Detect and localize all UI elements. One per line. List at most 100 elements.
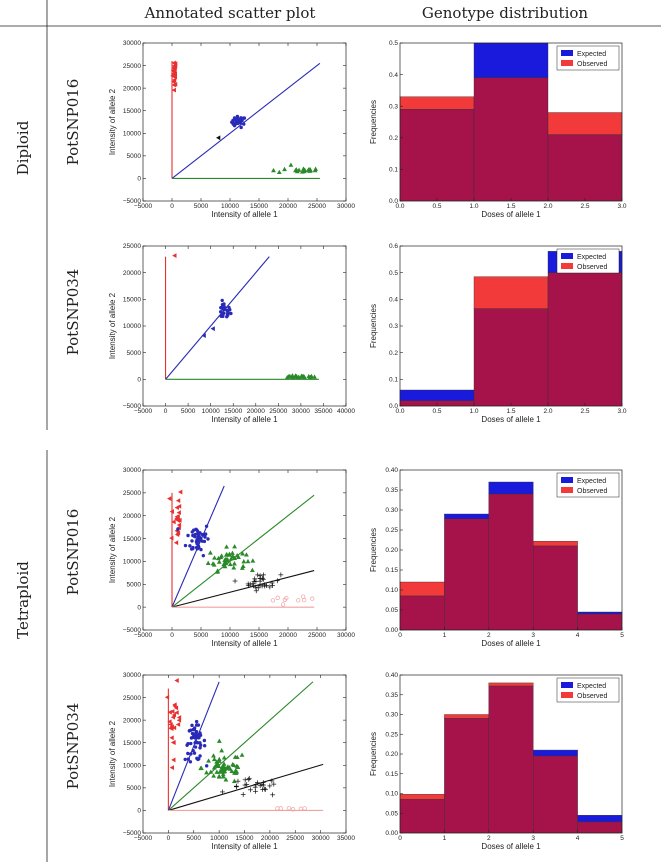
- data-point: [234, 121, 238, 126]
- data-point: [188, 544, 192, 548]
- data-point: [169, 765, 174, 771]
- expected-bar: [473, 42, 549, 78]
- fit-line: [171, 570, 315, 608]
- y-tick-label: 0.05: [385, 810, 398, 817]
- observed-bar: [547, 112, 623, 135]
- x-tick-label: 4: [576, 632, 580, 639]
- data-point: [194, 734, 199, 739]
- data-point: [221, 314, 225, 319]
- header-distribution: Genotype distribution: [422, 4, 589, 22]
- data-point: [171, 519, 176, 525]
- data-point: [242, 122, 246, 126]
- y-tick-label: 20000: [123, 270, 141, 277]
- data-point: [220, 764, 226, 769]
- data-point: [171, 82, 176, 88]
- plot-contents: [165, 253, 319, 380]
- x-axis-label: Intensity of allele 1: [211, 415, 278, 424]
- y-tick-label: 0.2: [389, 350, 398, 357]
- data-point: [198, 746, 202, 750]
- data-point: [169, 535, 174, 541]
- x-tick-label: 20000: [279, 203, 297, 210]
- data-point: [216, 555, 221, 561]
- data-point: [202, 744, 207, 748]
- data-point: [220, 774, 226, 779]
- data-point: [212, 555, 217, 560]
- data-point: [194, 731, 198, 736]
- overlap-bar: [473, 77, 549, 202]
- data-point: [176, 527, 180, 531]
- data-point: [172, 253, 177, 258]
- x-tick-label: 0: [164, 408, 168, 415]
- data-point: [183, 757, 187, 762]
- observed-bar: [488, 682, 534, 687]
- y-tick-label: 5000: [127, 581, 142, 588]
- data-point: [210, 326, 215, 332]
- plot-contents: [167, 485, 315, 608]
- overlap-bar: [399, 595, 445, 631]
- expected-bar: [577, 815, 623, 823]
- data-point: [186, 757, 191, 761]
- x-tick-label: −5000: [134, 835, 153, 842]
- overlap-bar: [488, 493, 534, 631]
- data-point: [186, 533, 190, 538]
- data-point: [201, 333, 206, 338]
- data-point: [170, 71, 176, 77]
- x-tick-label: 20000: [279, 632, 297, 639]
- data-point: [204, 764, 209, 768]
- y-tick-label: 0.15: [385, 567, 398, 574]
- histogram-panel-0: 0.0 0.5 1.0 1.5 2.0 2.5 3.0 0.0 0.1 0.2 0.3 0.4 0.5 D…: [369, 40, 627, 219]
- data-point: [197, 531, 201, 536]
- data-point: [216, 559, 222, 564]
- x-tick-label: 0: [398, 835, 402, 842]
- overlap-bar: [577, 821, 623, 834]
- data-point: [168, 725, 173, 731]
- plot-contents: [170, 60, 321, 179]
- y-tick-label: 20000: [123, 513, 141, 520]
- data-point: [286, 805, 292, 811]
- data-point: [211, 756, 217, 762]
- overlap-bar: [399, 799, 445, 834]
- y-tick-label: 0.2: [389, 135, 398, 142]
- y-tick-label: 10000: [123, 323, 141, 330]
- data-point: [282, 597, 287, 602]
- data-point: [172, 702, 177, 708]
- y-tick-label: 0.20: [385, 547, 398, 554]
- data-point: [294, 374, 300, 379]
- data-point: [202, 738, 207, 743]
- scatter-panel-2: −5000 0 5000 10000 15000 20000 25000 30000 −5000…: [108, 467, 355, 648]
- data-point: [223, 560, 229, 566]
- data-point: [241, 559, 247, 564]
- x-axis-label: Doses of allele 1: [481, 639, 541, 648]
- fit-line: [168, 763, 324, 811]
- data-point: [176, 503, 182, 509]
- scatter-panel-3: −5000 0 5000 10000 15000 20000 25000 30000 35000…: [108, 672, 355, 851]
- data-point: [164, 694, 170, 700]
- x-tick-label: 1: [443, 632, 447, 639]
- histogram-panel-3: 0 1 2 3 4 5 0.00 0.05 0.10 0.15 0.20 0.25 0.30 0.35 0.…: [369, 672, 624, 851]
- y-tick-label: 15000: [123, 108, 141, 115]
- data-point: [288, 162, 294, 167]
- y-tick-label: 10000: [123, 762, 141, 769]
- row-label-diploid-potsnp034: PotSNP034: [64, 269, 82, 356]
- y-tick-label: 30000: [123, 40, 141, 47]
- y-tick-label: 0.05: [385, 607, 398, 614]
- x-tick-label: 25000: [286, 835, 304, 842]
- y-tick-label: 30000: [123, 467, 141, 474]
- data-point: [211, 753, 216, 758]
- x-tick-label: 5000: [194, 203, 209, 210]
- plot-frame: [142, 469, 347, 631]
- legend-label-observed: Observed: [577, 693, 607, 700]
- data-point: [221, 755, 227, 760]
- data-point: [290, 807, 296, 812]
- y-tick-label: 0: [137, 176, 141, 183]
- data-point: [287, 373, 293, 379]
- fit-line: [167, 681, 220, 811]
- data-point: [189, 752, 193, 756]
- data-point: [226, 552, 232, 557]
- legend-swatch-expected: [561, 477, 573, 483]
- data-point: [228, 556, 234, 561]
- y-tick-label: 0.15: [385, 771, 398, 778]
- group-label-tetraploid: Tetraploid: [14, 561, 32, 639]
- data-point: [215, 569, 220, 574]
- x-tick-label: 25000: [308, 203, 326, 210]
